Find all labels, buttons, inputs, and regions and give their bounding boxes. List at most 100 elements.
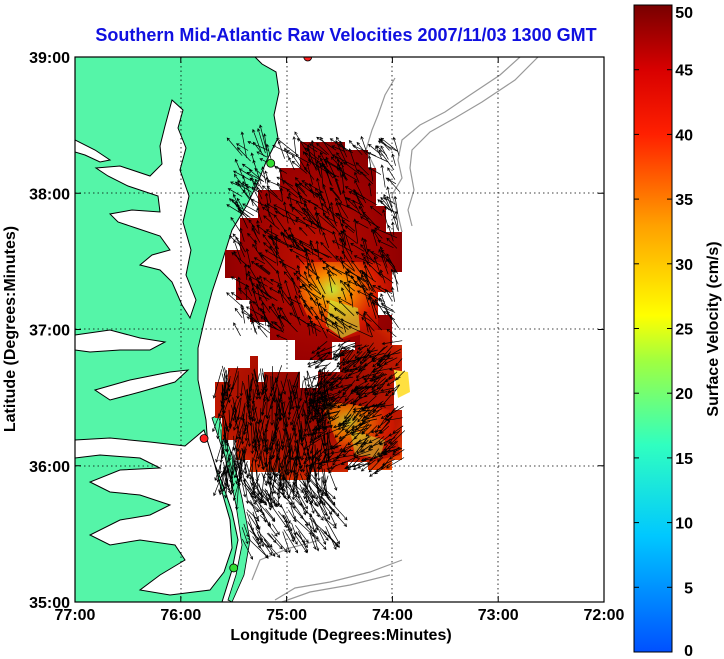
- velocity-arrow: [338, 300, 355, 316]
- velocity-arrow: [254, 440, 261, 460]
- velocity-arrow: [356, 275, 369, 291]
- velocity-arrow: [340, 230, 346, 247]
- velocity-arrow: [303, 208, 319, 225]
- velocity-arrow: [347, 457, 361, 471]
- velocity-arrow: [278, 482, 287, 499]
- velocity-arrow: [275, 389, 280, 417]
- velocity-arrow: [358, 205, 372, 226]
- velocity-arrow: [212, 369, 223, 399]
- velocity-arrow: [303, 431, 324, 437]
- velocity-arrow: [295, 270, 317, 289]
- velocity-arrow: [272, 523, 280, 536]
- velocity-arrow: [295, 525, 309, 544]
- velocity-arrow: [309, 189, 322, 197]
- velocity-arrow: [240, 131, 247, 158]
- velocity-arrow: [378, 248, 389, 275]
- velocity-arrow: [346, 198, 362, 206]
- velocity-arrow: [294, 460, 298, 476]
- velocity-arrow: [278, 373, 288, 403]
- velocity-arrow: [261, 419, 268, 449]
- velocity-arrow: [233, 173, 244, 187]
- velocity-arrow: [330, 382, 342, 389]
- station-marker: [303, 57, 313, 62]
- velocity-arrow: [369, 442, 381, 448]
- velocity-arrow: [283, 451, 291, 474]
- velocity-arrow: [324, 450, 345, 457]
- velocity-arrow: [395, 370, 406, 381]
- velocity-arrow: [218, 447, 224, 475]
- velocity-arrow: [315, 448, 326, 461]
- velocity-arrow: [256, 219, 260, 235]
- velocity-arrow: [358, 409, 370, 417]
- velocity-arrow: [339, 140, 348, 158]
- velocity-arrow: [363, 377, 379, 381]
- velocity-arrow: [251, 372, 260, 397]
- velocity-arrow: [381, 340, 403, 346]
- velocity-arrow: [289, 397, 302, 426]
- velocity-arrow: [358, 401, 368, 407]
- velocity-arrow: [228, 402, 235, 429]
- velocity-arrow: [366, 342, 374, 352]
- velocity-arrow: [325, 265, 335, 276]
- velocity-arrow: [355, 422, 366, 431]
- colorbar-tick-label: 35: [675, 192, 693, 209]
- velocity-arrow: [310, 139, 317, 166]
- velocity-arrow: [342, 190, 349, 207]
- velocity-arrow: [367, 143, 383, 156]
- velocity-arrow: [241, 538, 254, 560]
- velocity-arrow: [264, 203, 275, 225]
- velocity-arrow: [280, 380, 287, 395]
- velocity-arrow: [277, 441, 281, 461]
- velocity-arrow: [228, 375, 239, 398]
- velocity-arrow: [328, 273, 336, 285]
- velocity-arrow: [342, 384, 353, 391]
- velocity-arrow: [325, 489, 336, 500]
- velocity-arrow: [235, 236, 246, 258]
- velocity-arrow: [340, 161, 347, 181]
- velocity-arrow: [313, 535, 327, 550]
- velocity-arrow: [319, 459, 341, 465]
- velocity-arrow: [254, 178, 264, 191]
- velocity-arrow: [372, 366, 383, 378]
- velocity-arrow: [306, 477, 315, 499]
- velocity-arrow: [344, 402, 356, 420]
- velocity-arrow: [337, 385, 351, 393]
- velocity-arrow: [316, 142, 329, 155]
- velocity-arrow: [284, 461, 289, 490]
- velocity-arrow: [304, 438, 312, 460]
- velocity-arrow: [360, 459, 376, 472]
- velocity-arrow: [281, 404, 288, 427]
- velocity-arrow: [339, 237, 353, 260]
- velocity-arrow: [316, 220, 323, 232]
- velocity-arrow: [386, 253, 399, 274]
- velocity-arrow: [321, 294, 327, 308]
- velocity-arrow: [341, 219, 356, 232]
- velocity-arrow: [242, 203, 259, 213]
- velocity-arrow: [332, 230, 340, 250]
- y-tick-label: 35:00: [29, 595, 70, 612]
- velocity-arrow: [380, 196, 394, 212]
- velocity-arrow: [330, 378, 341, 386]
- velocity-arrow: [342, 380, 356, 396]
- velocity-arrow: [392, 425, 404, 434]
- velocity-arrow: [361, 423, 369, 435]
- velocity-arrow: [386, 328, 397, 338]
- velocity-arrow: [320, 496, 335, 513]
- velocity-arrow: [305, 223, 316, 235]
- pamlico-sound: [75, 429, 233, 596]
- velocity-arrow: [367, 152, 389, 163]
- velocity-arrow: [233, 411, 240, 431]
- velocity-arrow: [338, 431, 355, 440]
- velocity-arrow: [220, 432, 227, 448]
- x-tick-label: 74:00: [372, 607, 413, 624]
- velocity-arrow: [346, 204, 370, 220]
- velocity-arrow: [277, 306, 282, 319]
- velocity-arrow: [391, 153, 396, 166]
- velocity-arrow: [310, 306, 319, 319]
- velocity-arrow: [356, 439, 369, 455]
- velocity-arrow: [340, 222, 347, 245]
- velocity-arrow: [391, 221, 395, 236]
- velocity-arrow: [380, 394, 392, 408]
- velocity-arrow: [306, 147, 317, 171]
- velocity-arrow: [347, 433, 360, 446]
